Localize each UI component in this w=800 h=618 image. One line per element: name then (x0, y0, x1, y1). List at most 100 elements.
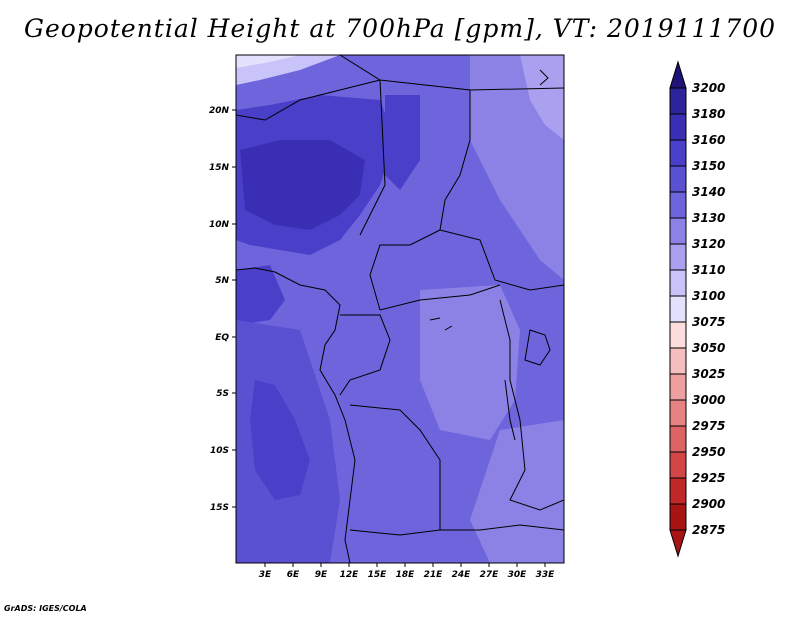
lat-label: 20N (209, 106, 230, 116)
border-chad (369, 139, 471, 311)
border-nw (236, 79, 381, 121)
west-coastline (236, 267, 356, 563)
coastlines-borders (236, 55, 564, 563)
colorbar: 3200 3180 3160 3150 3140 3130 3120 3110 3100 3075… (669, 60, 725, 558)
colorbar-label: 3050 (692, 341, 725, 355)
colorbar-swatch (669, 347, 687, 375)
colorbar-label: 3130 (692, 211, 725, 225)
lon-tick-30E: 30E (508, 563, 528, 580)
border-north (339, 55, 471, 140)
colorbar-label: 3150 (692, 159, 725, 173)
colorbar-label: 2975 (692, 419, 725, 433)
colorbar-label: 3025 (692, 367, 725, 381)
lon-tick-12E: 12E (340, 563, 360, 580)
lat-axis: 20N 15N 10N 5N EQ 5S 10S 15S (209, 106, 236, 513)
colorbar-swatch (669, 373, 687, 401)
colorbar-label: 3140 (692, 185, 725, 199)
sinai-coast (539, 69, 549, 86)
border-east (499, 299, 564, 511)
lon-label: 12E (340, 570, 360, 580)
colorbar-label: 3160 (692, 133, 725, 147)
lon-tick-3E: 3E (259, 563, 272, 580)
colorbar-swatch (669, 217, 687, 245)
field-3150-gulf (236, 265, 285, 325)
lon-label: 18E (396, 570, 416, 580)
lon-tick-15E: 15E (368, 563, 388, 580)
colorbar-label: 3075 (692, 315, 725, 329)
colorbar-label: 3000 (692, 393, 725, 407)
colorbar-swatch (669, 399, 687, 427)
colorbar-bottom-arrow (669, 529, 687, 558)
colorbar-label: 2925 (692, 471, 725, 485)
lat-tick-5N: 5N (215, 276, 236, 286)
colorbar-swatch (669, 477, 687, 505)
lon-tick-18E: 18E (396, 563, 416, 580)
lon-label: 27E (480, 570, 500, 580)
lon-label: 33E (536, 570, 556, 580)
border-sudan (439, 229, 564, 291)
border-niger (359, 79, 386, 236)
colorbar-label: 3100 (692, 289, 725, 303)
lon-axis: 3E 6E 9E 12E 15E 18E 21E 24E 27E 30E 33E (259, 563, 555, 580)
lake-victoria (524, 329, 551, 366)
lat-tick-20N: 20N (209, 106, 236, 116)
lon-tick-21E: 21E (424, 563, 443, 580)
colorbar-swatch (669, 321, 687, 349)
height-field (236, 55, 564, 563)
lat-tick-15S: 15S (210, 503, 236, 513)
colorbar-label: 3120 (692, 237, 725, 251)
field-3075-nw (236, 55, 300, 68)
lon-label: 6E (287, 570, 300, 580)
colorbar-swatch (669, 269, 687, 297)
border-car (379, 284, 501, 311)
colorbar-label: 2950 (692, 445, 725, 459)
lat-label: 10S (210, 446, 229, 456)
lon-label: 3E (259, 570, 272, 580)
lat-tick-5S: 5S (216, 389, 236, 399)
lat-tick-15N: 15N (209, 163, 236, 173)
lat-tick-10N: 10N (209, 220, 236, 230)
colorbar-swatch (669, 165, 687, 193)
colorbar-label: 3200 (692, 81, 725, 95)
colorbar-label: 2875 (692, 523, 725, 537)
field-3110-ne (520, 55, 564, 140)
map-frame (235, 54, 565, 564)
colorbar-swatch (669, 243, 687, 271)
colorbar-swatch (669, 295, 687, 323)
colorbar-top-arrow (669, 60, 687, 89)
lat-label: 15N (209, 163, 230, 173)
colorbar-swatch (669, 87, 687, 115)
field-3150-north (385, 95, 420, 190)
colorbar-swatch (669, 425, 687, 453)
lon-tick-27E: 27E (480, 563, 500, 580)
border-south (349, 524, 564, 536)
colorbar-label: 3180 (692, 107, 725, 121)
colorbar-swatch (669, 139, 687, 167)
lon-label: 9E (315, 570, 328, 580)
border-drc-angola (349, 404, 441, 530)
lat-label: 5S (216, 389, 229, 399)
colorbar-swatch (669, 113, 687, 141)
lon-label: 15E (368, 570, 388, 580)
colorbar-swatch (669, 503, 687, 531)
map-title: Geopotential Height at 700hPa [gpm], VT:… (23, 14, 777, 43)
lat-label: 15S (210, 503, 229, 513)
lon-label: 30E (508, 570, 528, 580)
lakes (429, 317, 516, 441)
border-egypt (469, 87, 564, 91)
field-3120-central (420, 285, 520, 440)
border-gabon (339, 314, 391, 396)
colorbar-swatch (669, 451, 687, 479)
lat-label: 5N (215, 276, 229, 286)
colorbar-swatch (669, 191, 687, 219)
lon-tick-9E: 9E (315, 563, 328, 580)
field-3160-west (240, 140, 365, 230)
credit-label: GrADS: IGES/COLA (4, 604, 87, 613)
colorbar-label: 2900 (692, 497, 725, 511)
lat-label: EQ (215, 333, 229, 343)
lat-tick-10S: 10S (210, 446, 236, 456)
lon-tick-6E: 6E (287, 563, 300, 580)
field-3150-south-top (250, 380, 310, 500)
lon-tick-33E: 33E (536, 563, 556, 580)
